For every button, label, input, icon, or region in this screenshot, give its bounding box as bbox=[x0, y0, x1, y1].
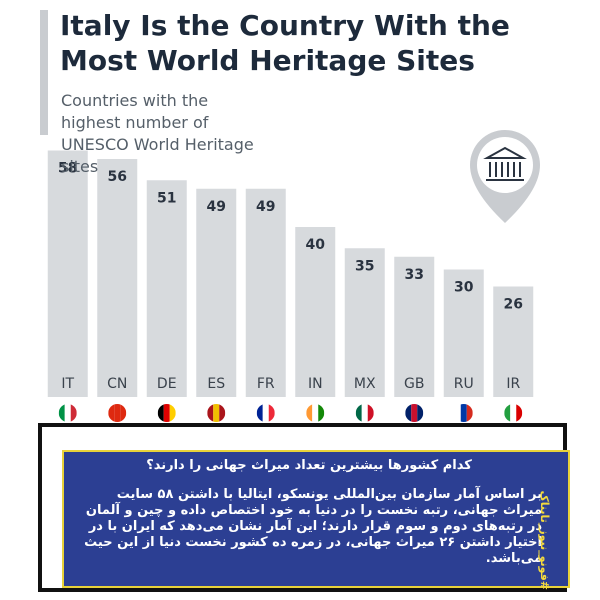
value-label: 30 bbox=[454, 280, 474, 296]
overlay-heading: کدام کشورها بیشترین تعداد میراث جهانی را… bbox=[146, 458, 472, 473]
pin-icon bbox=[470, 130, 540, 223]
bar bbox=[47, 150, 88, 397]
bar bbox=[97, 159, 138, 397]
overlay-tag: #فونو_نیوز_تابناک bbox=[538, 490, 551, 590]
chart-title: Italy Is the Country With the Most World… bbox=[60, 9, 510, 77]
x-tick-label: RU bbox=[454, 376, 474, 392]
value-label: 40 bbox=[306, 237, 326, 253]
value-label: 33 bbox=[405, 267, 424, 283]
flag bbox=[405, 404, 424, 422]
value-label: 49 bbox=[207, 199, 226, 215]
value-label: 49 bbox=[256, 199, 275, 215]
flag bbox=[157, 404, 176, 422]
bar bbox=[146, 180, 187, 397]
x-tick-label: IT bbox=[61, 376, 74, 392]
overlay-box: کدام کشورها بیشترین تعداد میراث جهانی را… bbox=[62, 450, 570, 588]
flag bbox=[355, 404, 374, 422]
bar bbox=[245, 188, 286, 397]
x-tick-label: CN bbox=[107, 376, 127, 392]
flag bbox=[454, 404, 473, 422]
flag bbox=[306, 404, 325, 422]
x-tick-label: DE bbox=[157, 376, 177, 392]
x-tick-label: FR bbox=[257, 376, 275, 392]
value-label: 51 bbox=[157, 190, 176, 206]
flag bbox=[207, 404, 226, 422]
value-label: 58 bbox=[58, 161, 77, 177]
x-tick-label: MX bbox=[354, 376, 376, 392]
x-tick-label: IN bbox=[308, 376, 323, 392]
value-label: 56 bbox=[108, 169, 127, 185]
value-label: 35 bbox=[355, 258, 374, 274]
overlay-body: بر اساس آمار سازمان بین‌المللی یونسکو، ا… bbox=[84, 487, 542, 566]
x-tick-label: ES bbox=[207, 376, 225, 392]
chart-subtitle: Countries with the highest number of UNE… bbox=[61, 91, 254, 176]
flag bbox=[256, 404, 275, 422]
flag bbox=[108, 404, 127, 422]
bar bbox=[493, 286, 534, 397]
x-tick-label: GB bbox=[404, 376, 424, 392]
flag bbox=[58, 404, 77, 422]
bar bbox=[344, 248, 385, 397]
accent-bar bbox=[40, 10, 48, 135]
bar bbox=[295, 227, 336, 397]
bar bbox=[196, 188, 237, 397]
value-label: 26 bbox=[504, 297, 523, 313]
bar bbox=[443, 269, 484, 397]
flag bbox=[504, 404, 523, 422]
bar bbox=[394, 256, 435, 397]
x-tick-label: IR bbox=[506, 376, 520, 392]
